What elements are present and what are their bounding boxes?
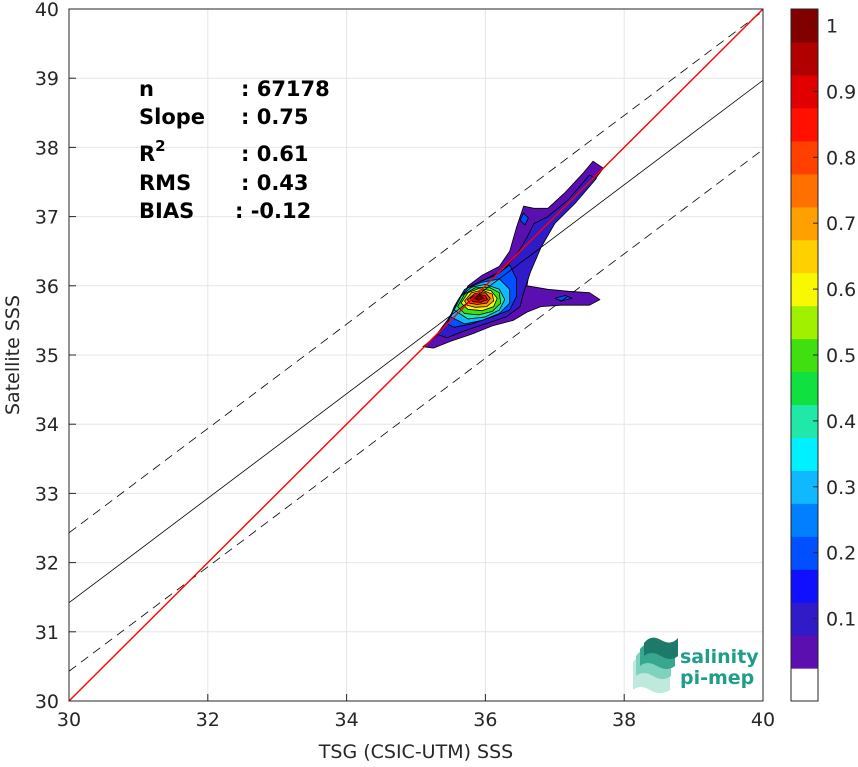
grid-lines (68, 8, 764, 702)
colorbar-segment (791, 503, 818, 537)
reference-lines (68, 8, 764, 702)
stat-n-value: : 67178 (241, 77, 330, 101)
colorbar-segment (791, 173, 818, 208)
y-axis-label: Satellite SSS (2, 295, 24, 415)
salinity-pimep-logo: salinity pi-mep (633, 637, 759, 693)
upper-dashed-line (68, 10, 764, 534)
colorbar-segment (791, 371, 818, 406)
logo-text-line1: salinity (680, 646, 759, 668)
wave-logo-icon (633, 637, 678, 693)
y-tick-label: 39 (35, 68, 59, 90)
y-tick-label: 33 (35, 483, 59, 505)
logo-text-line2: pi-mep (680, 667, 754, 689)
y-tick-label: 36 (35, 276, 59, 298)
colorbar-tick-label: 0.4 (826, 411, 856, 433)
colorbar-tick-label: 0.1 (826, 609, 856, 631)
y-tick-label: 35 (35, 345, 59, 367)
contour-island (519, 212, 529, 226)
colorbar-segment (791, 437, 818, 471)
y-axis-ticks: 30 31 32 33 34 35 36 37 38 39 40 (35, 0, 76, 713)
y-tick-label: 40 (35, 0, 59, 21)
colorbar-segment (791, 569, 818, 603)
stat-r2-label: R2 (139, 137, 166, 166)
stat-bias-label: BIAS (139, 199, 194, 223)
colorbar-segment (791, 635, 818, 669)
colorbar-segment (791, 668, 818, 702)
identity-line (68, 8, 764, 702)
colorbar-tick-label: 0.8 (826, 147, 856, 169)
contour-level-1 (473, 295, 485, 301)
x-axis-ticks: 30 32 34 36 38 40 (57, 694, 775, 731)
colorbar-segment (791, 107, 818, 142)
colorbar-tick-label: 0.5 (826, 345, 856, 367)
colorbar-tick-label: 0.3 (826, 477, 856, 499)
y-tick-label: 31 (35, 622, 59, 644)
colorbar-ticks: 0.1 0.2 0.3 0.4 0.5 0.6 0.7 0.8 0.9 1 (813, 15, 856, 631)
y-tick-label: 37 (35, 207, 59, 229)
x-tick-label: 30 (57, 709, 81, 731)
stat-rms-value: : 0.43 (241, 171, 309, 195)
colorbar-tick-label: 1 (826, 15, 838, 37)
y-tick-label: 32 (35, 553, 59, 575)
colorbar-tick-label: 0.2 (826, 543, 856, 565)
colorbar-segment (791, 305, 818, 340)
x-tick-label: 36 (473, 709, 497, 731)
colorbar-segment (791, 41, 818, 76)
stat-n-label: n (139, 77, 154, 101)
x-tick-label: 40 (751, 709, 775, 731)
y-tick-label: 30 (35, 691, 59, 713)
y-tick-label: 34 (35, 414, 59, 436)
contour-island (554, 295, 573, 302)
x-axis-label: TSG (CSIC-UTM) SSS (318, 741, 513, 763)
colorbar-tick-label: 0.7 (826, 213, 856, 235)
stats-box: n : 67178 Slope : 0.75 R2 : 0.61 RMS : 0… (139, 77, 330, 223)
stat-slope-label: Slope (139, 105, 205, 129)
x-tick-label: 32 (196, 709, 220, 731)
y-tick-label: 38 (35, 137, 59, 159)
stat-bias-value: : -0.12 (235, 199, 311, 223)
colorbar-segment (791, 239, 818, 274)
stat-r2-value: : 0.61 (241, 142, 309, 166)
stat-slope-value: : 0.75 (241, 105, 309, 129)
regression-line (68, 79, 764, 604)
stat-rms-label: RMS (139, 171, 191, 195)
x-tick-label: 34 (335, 709, 359, 731)
x-tick-label: 38 (612, 709, 636, 731)
colorbar-tick-label: 0.9 (826, 81, 856, 103)
lower-dashed-line (68, 149, 764, 672)
colorbar-tick-label: 0.6 (826, 279, 856, 301)
